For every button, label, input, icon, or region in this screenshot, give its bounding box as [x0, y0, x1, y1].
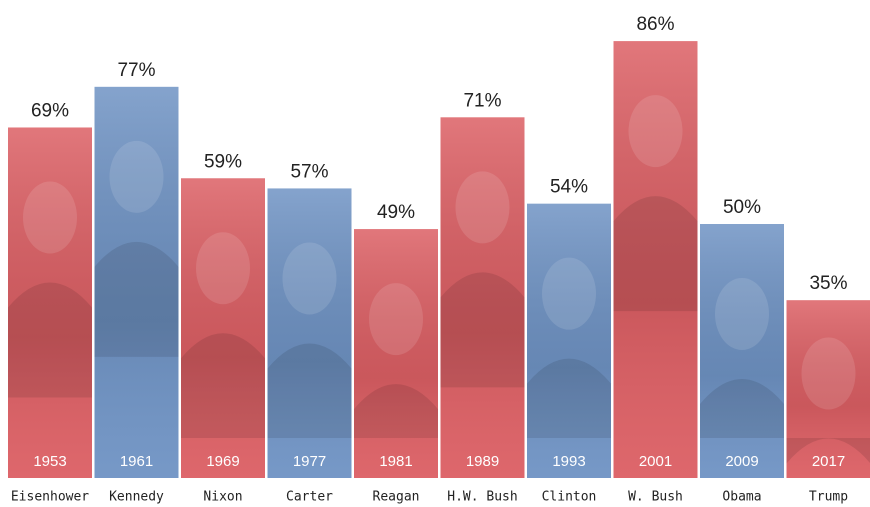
bar-shade: [613, 41, 698, 479]
portrait-shoulders: [786, 438, 870, 464]
x-tick-label: Reagan: [373, 490, 420, 505]
portrait-shoulders: [8, 282, 92, 398]
bar-shade: [440, 117, 525, 478]
bar-shade: [94, 86, 179, 478]
bar-shade: [267, 188, 352, 478]
year-label: 1961: [120, 453, 153, 470]
value-label: 77%: [117, 60, 155, 81]
value-label: 86%: [636, 14, 674, 35]
x-tick-label: Kennedy: [109, 490, 164, 505]
portrait-shoulders: [440, 272, 525, 388]
bar-shade: [354, 229, 438, 478]
x-tick-label: Carter: [286, 490, 333, 505]
portrait-shoulders: [700, 379, 784, 438]
bar-shade: [181, 178, 265, 478]
x-tick-label: Eisenhower: [11, 490, 89, 505]
portrait-shoulders: [613, 196, 698, 312]
year-label: 2009: [725, 453, 758, 470]
year-label: 2017: [812, 453, 845, 470]
year-label: 1981: [379, 453, 412, 470]
portrait-head: [715, 278, 769, 350]
bar-shade: [527, 203, 611, 478]
value-label: 50%: [723, 197, 761, 218]
portrait-shoulders: [267, 343, 352, 438]
value-label: 71%: [463, 90, 501, 111]
value-label: 49%: [377, 202, 415, 223]
x-tick-label: H.W. Bush: [447, 490, 517, 505]
portrait-head: [801, 337, 856, 410]
x-tick-label: Trump: [809, 490, 848, 505]
value-label: 35%: [809, 273, 847, 294]
portrait-head: [196, 232, 250, 305]
year-label: 2001: [639, 453, 672, 470]
x-tick-label: Obama: [722, 490, 761, 505]
value-label: 57%: [290, 161, 328, 182]
year-label: 1953: [33, 453, 66, 470]
bar-shade: [786, 300, 870, 478]
year-label: 1969: [206, 453, 239, 470]
portrait-head: [628, 95, 683, 168]
portrait-shoulders: [181, 333, 265, 438]
year-label: 1993: [552, 453, 585, 470]
bar-shade: [8, 127, 92, 478]
bar-shade: [700, 224, 784, 478]
portrait-head: [542, 257, 596, 330]
portrait-shoulders: [354, 384, 438, 438]
portrait-head: [455, 171, 510, 244]
portrait-shoulders: [527, 358, 611, 438]
value-label: 69%: [31, 100, 69, 121]
year-label: 1977: [293, 453, 326, 470]
value-label: 59%: [204, 151, 242, 172]
x-tick-label: Clinton: [542, 490, 597, 505]
value-label: 54%: [550, 177, 588, 198]
year-label: 1989: [466, 453, 499, 470]
portrait-shoulders: [94, 241, 179, 357]
portrait-head: [23, 181, 77, 254]
portrait-head: [109, 140, 164, 213]
portrait-head: [282, 242, 337, 315]
x-tick-label: Nixon: [203, 490, 242, 505]
portrait-head: [369, 283, 423, 356]
x-tick-label: W. Bush: [628, 490, 683, 505]
